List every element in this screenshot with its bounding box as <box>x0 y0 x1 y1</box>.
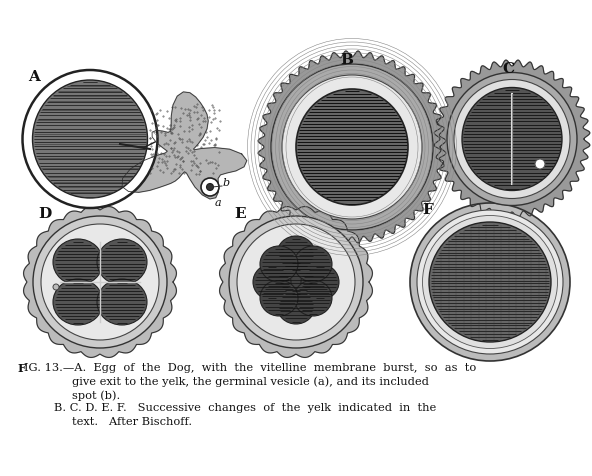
Ellipse shape <box>237 225 355 340</box>
Ellipse shape <box>53 239 103 286</box>
Ellipse shape <box>260 280 298 317</box>
Ellipse shape <box>22 71 157 208</box>
Ellipse shape <box>454 80 570 199</box>
Polygon shape <box>435 61 590 218</box>
Text: b: b <box>223 178 230 188</box>
Circle shape <box>53 284 59 290</box>
Text: A: A <box>28 70 40 84</box>
Text: text.   After Bischoff.: text. After Bischoff. <box>72 416 192 426</box>
Ellipse shape <box>410 204 570 361</box>
Ellipse shape <box>282 76 422 219</box>
Ellipse shape <box>277 288 315 324</box>
Text: spot (b).: spot (b). <box>72 389 120 400</box>
Ellipse shape <box>277 237 315 272</box>
Ellipse shape <box>294 280 332 317</box>
Ellipse shape <box>462 89 562 191</box>
Ellipse shape <box>429 223 551 342</box>
Circle shape <box>201 178 219 197</box>
Polygon shape <box>24 207 176 357</box>
Ellipse shape <box>294 247 332 282</box>
Ellipse shape <box>260 247 298 282</box>
Ellipse shape <box>97 279 147 325</box>
Ellipse shape <box>296 90 408 206</box>
Ellipse shape <box>423 216 558 349</box>
Polygon shape <box>220 207 372 357</box>
Ellipse shape <box>447 73 577 206</box>
Ellipse shape <box>301 265 339 300</box>
Polygon shape <box>122 93 247 199</box>
Circle shape <box>535 159 545 169</box>
Ellipse shape <box>97 239 147 286</box>
Ellipse shape <box>253 265 291 300</box>
Text: E: E <box>234 207 246 220</box>
Ellipse shape <box>271 65 433 230</box>
Text: give exit to the yelk, the germinal vesicle (a), and its included: give exit to the yelk, the germinal vesi… <box>72 376 429 386</box>
Text: C: C <box>502 62 514 76</box>
Text: a: a <box>215 198 221 208</box>
Polygon shape <box>258 52 446 243</box>
Ellipse shape <box>417 210 563 354</box>
Ellipse shape <box>33 81 147 198</box>
Text: B. C. D. E. F.   Successive  changes  of  the  yelk  indicated  in  the: B. C. D. E. F. Successive changes of the… <box>54 403 436 413</box>
Ellipse shape <box>33 217 167 348</box>
Circle shape <box>207 184 214 191</box>
Ellipse shape <box>53 279 103 325</box>
Ellipse shape <box>41 225 159 340</box>
Text: F: F <box>422 203 433 217</box>
Ellipse shape <box>277 260 315 297</box>
Ellipse shape <box>229 217 363 348</box>
Text: IG. 13.—A.  Egg  of  the  Dog,  with  the  vitelline  membrane  burst,  so  as  : IG. 13.—A. Egg of the Dog, with the vite… <box>24 362 476 372</box>
Text: D: D <box>38 207 52 220</box>
Text: B: B <box>340 53 353 67</box>
Text: F: F <box>17 362 25 373</box>
